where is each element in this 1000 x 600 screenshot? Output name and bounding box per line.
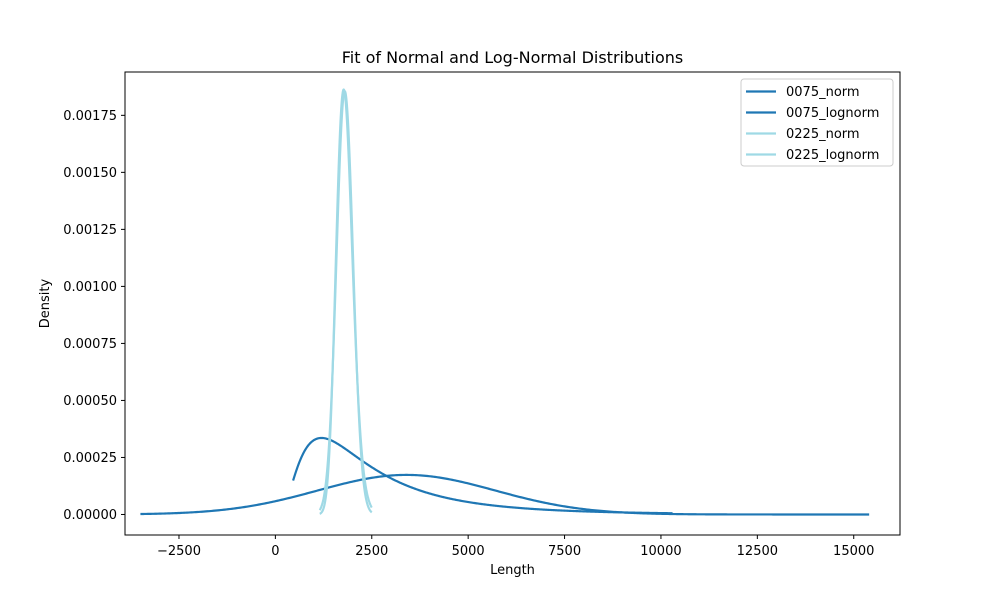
x-axis-label: Length bbox=[490, 563, 535, 578]
y-tick-label: 0.00100 bbox=[63, 280, 117, 295]
x-tick-label: 7500 bbox=[548, 544, 581, 559]
x-tick-label: 0 bbox=[271, 544, 279, 559]
y-tick-label: 0.00150 bbox=[63, 166, 117, 181]
y-tick-label: 0.00050 bbox=[63, 394, 117, 409]
legend-label: 0075_norm bbox=[786, 85, 860, 100]
y-axis: 0.00000 0.00025 0.00050 0.00075 0.00100 0.001… bbox=[63, 109, 125, 523]
x-tick-label: −2500 bbox=[157, 544, 201, 559]
legend-label: 0075_lognorm bbox=[786, 106, 879, 121]
plot-frame bbox=[124, 71, 901, 536]
y-tick-label: 0.00025 bbox=[63, 451, 117, 466]
x-tick-label: 5000 bbox=[452, 544, 485, 559]
y-tick-label: 0.00075 bbox=[63, 337, 117, 352]
legend-box bbox=[740, 78, 894, 167]
x-tick-label: 12500 bbox=[737, 544, 778, 559]
y-axis-label: Density bbox=[38, 278, 53, 328]
legend-label: 0225_lognorm bbox=[786, 148, 879, 163]
x-tick-label: 15000 bbox=[833, 544, 874, 559]
chart-title: Fit of Normal and Log-Normal Distributio… bbox=[342, 48, 684, 67]
series-line-0225_lognorm bbox=[318, 88, 373, 515]
series-line-0075_norm bbox=[140, 473, 870, 516]
y-tick-label: 0.00000 bbox=[63, 508, 117, 523]
legend-label: 0225_norm bbox=[786, 127, 860, 142]
x-tick-label: 10000 bbox=[640, 544, 681, 559]
x-tick-label: 2500 bbox=[355, 544, 388, 559]
x-axis: −2500 0 2500 5000 7500 10000 12500 15000 bbox=[157, 535, 874, 559]
y-tick-label: 0.00175 bbox=[63, 109, 117, 124]
series-line-0075_lognorm bbox=[292, 436, 673, 515]
plot-area bbox=[140, 88, 870, 516]
y-tick-label: 0.00125 bbox=[63, 223, 117, 238]
legend: 0075_norm 0075_lognorm 0225_norm 0225_logno… bbox=[740, 78, 894, 167]
